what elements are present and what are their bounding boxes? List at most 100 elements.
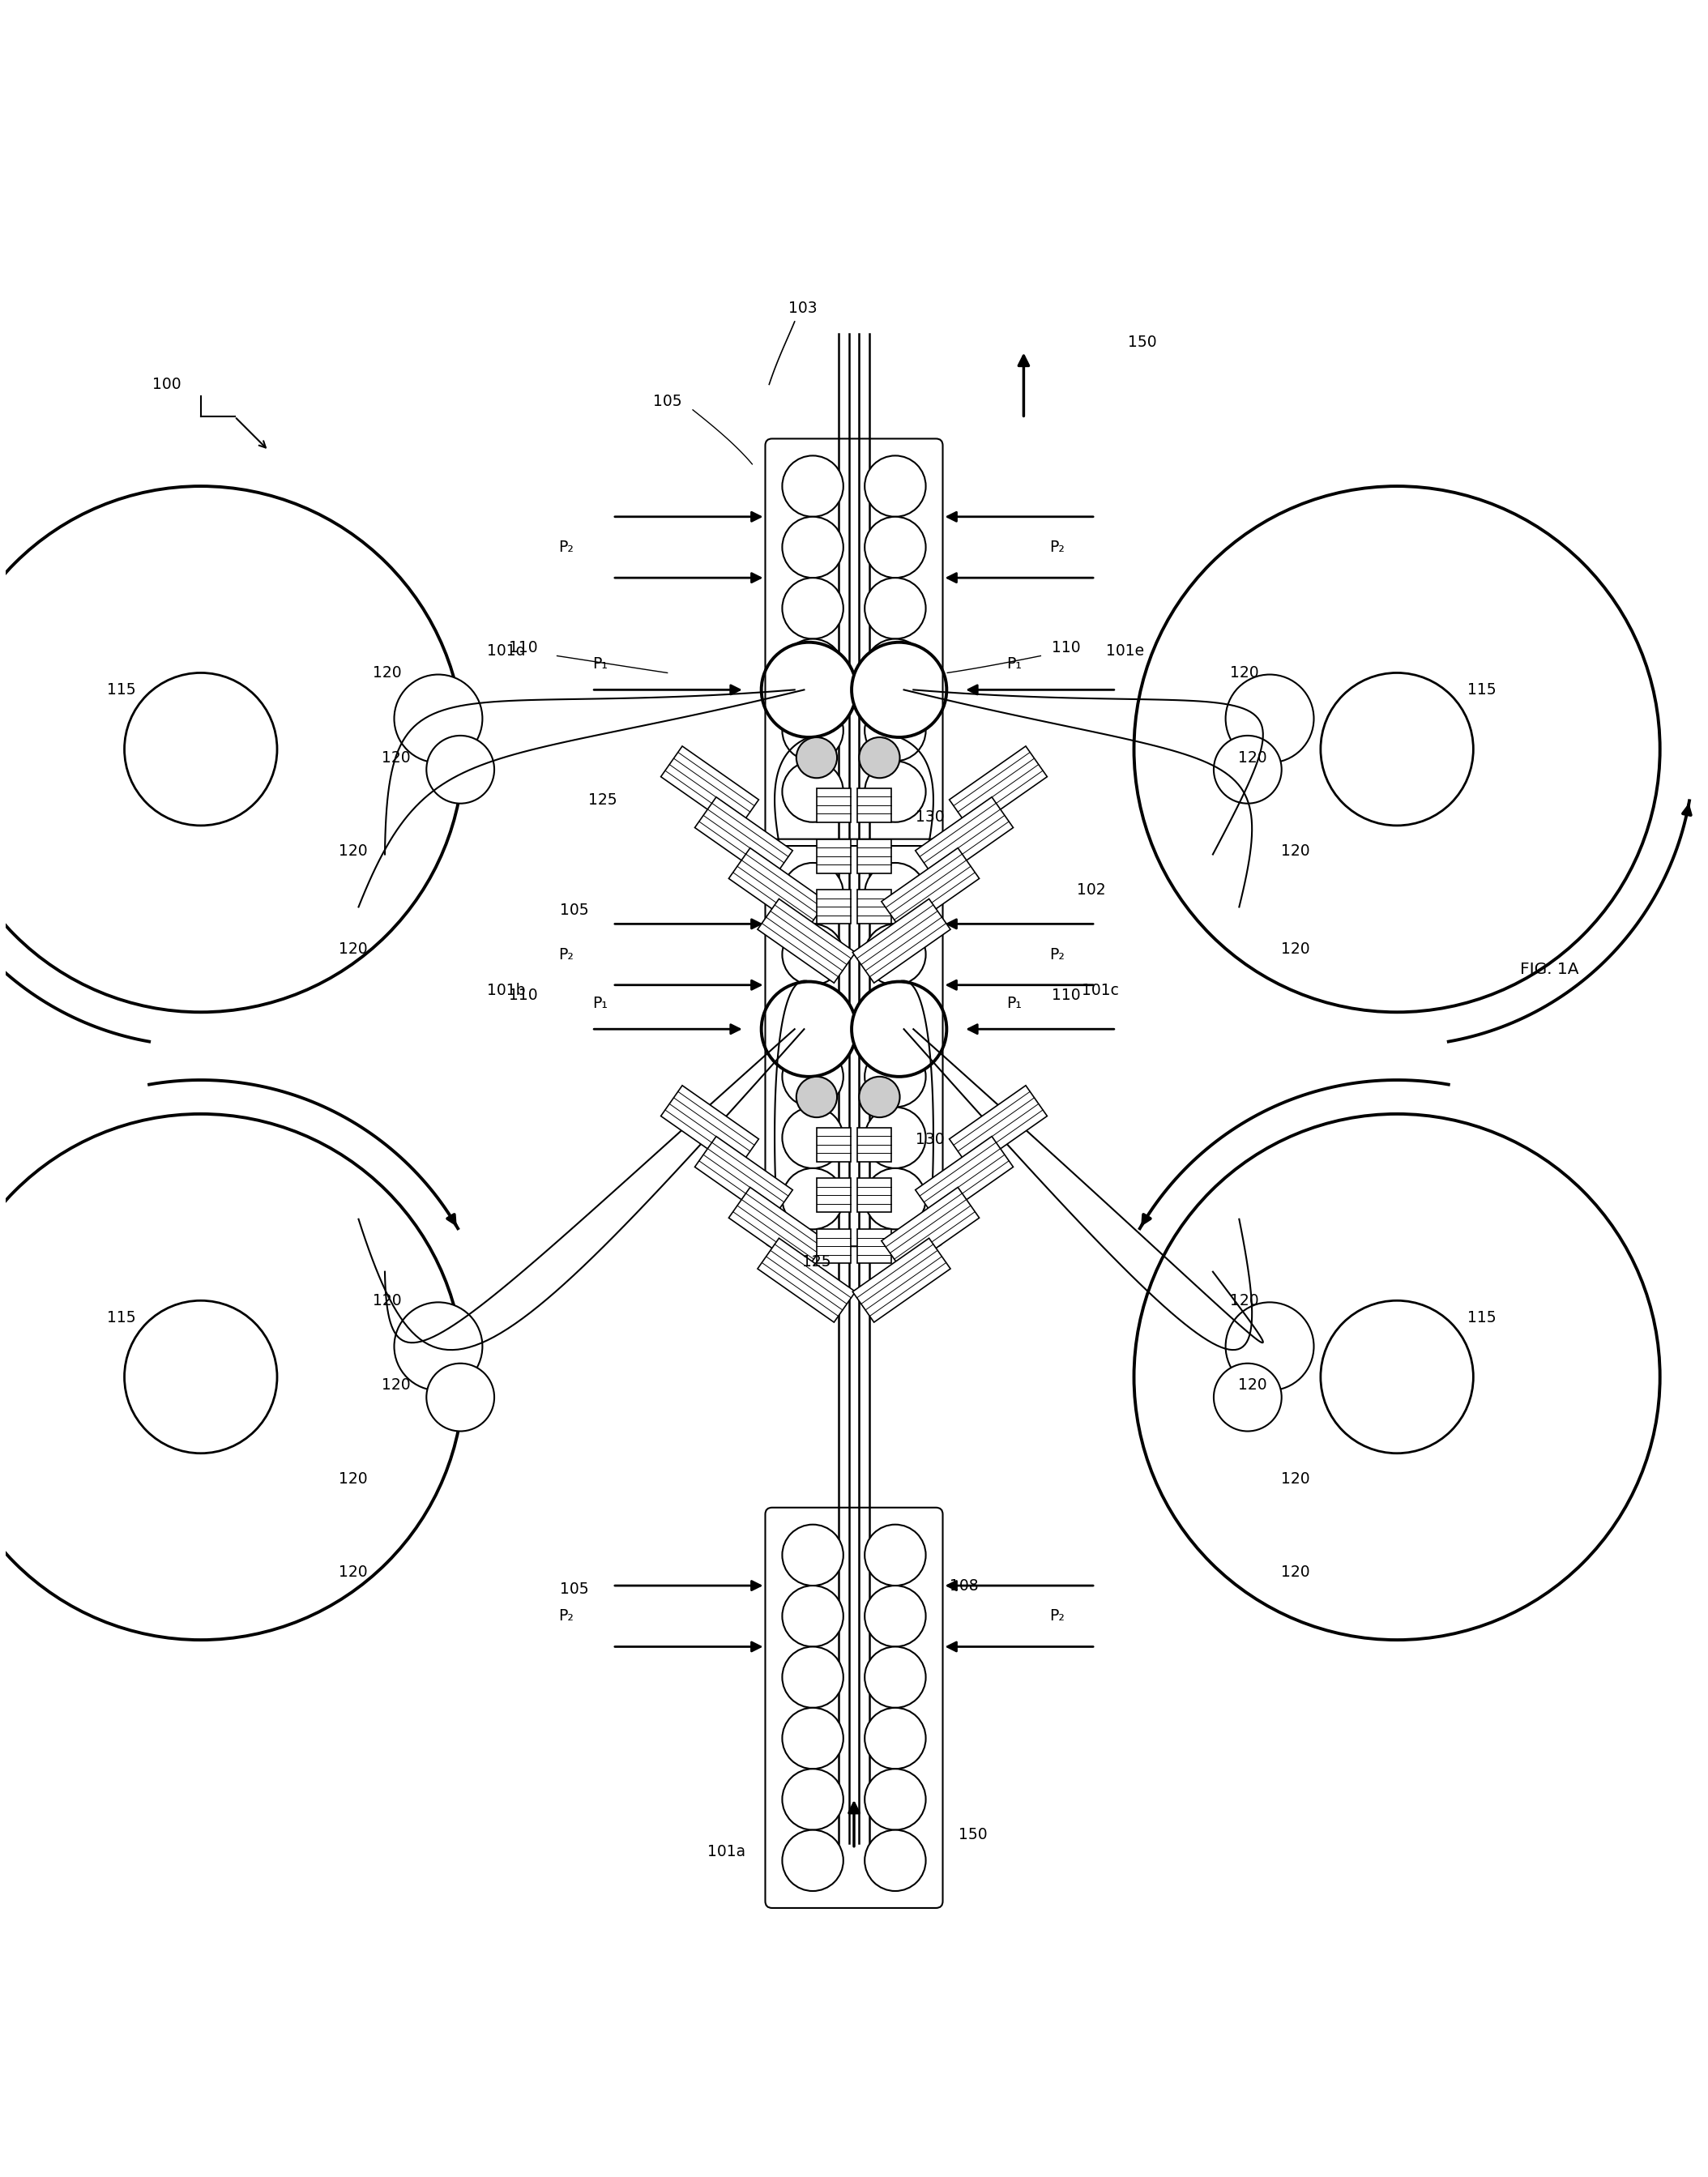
- Text: 120: 120: [372, 1293, 401, 1308]
- Bar: [857, 1128, 892, 1163]
- Text: 101c: 101c: [1081, 982, 1119, 997]
- Circle shape: [864, 1770, 926, 1831]
- Circle shape: [125, 673, 277, 825]
- Bar: [857, 788, 892, 823]
- Circle shape: [782, 1585, 844, 1646]
- Text: 115: 115: [106, 1311, 135, 1326]
- Circle shape: [864, 862, 926, 923]
- Bar: [729, 1186, 827, 1271]
- Text: 120: 120: [338, 1565, 367, 1581]
- Text: FIG. 1A: FIG. 1A: [1520, 962, 1578, 977]
- Bar: [758, 1239, 856, 1321]
- Bar: [816, 788, 851, 823]
- Text: 110: 110: [1052, 988, 1081, 1004]
- Text: P₂: P₂: [559, 540, 574, 555]
- Bar: [661, 1086, 758, 1169]
- Circle shape: [782, 1770, 844, 1831]
- Circle shape: [864, 638, 926, 701]
- Circle shape: [427, 1363, 494, 1430]
- Bar: [857, 890, 892, 923]
- Text: 120: 120: [372, 666, 401, 681]
- Circle shape: [852, 642, 946, 738]
- Circle shape: [782, 701, 844, 762]
- Bar: [950, 1086, 1047, 1169]
- Bar: [857, 1178, 892, 1213]
- Bar: [816, 1128, 851, 1163]
- Text: 120: 120: [1238, 749, 1267, 766]
- Circle shape: [125, 1300, 277, 1454]
- Bar: [915, 797, 1013, 882]
- Circle shape: [859, 1078, 900, 1117]
- Text: P₁: P₁: [593, 995, 608, 1012]
- Text: 120: 120: [1281, 1472, 1310, 1487]
- Text: 115: 115: [106, 681, 135, 697]
- Text: 125: 125: [589, 792, 617, 808]
- Bar: [852, 1239, 950, 1321]
- Circle shape: [782, 1707, 844, 1770]
- Text: 130: 130: [915, 810, 945, 825]
- Bar: [695, 797, 793, 882]
- Circle shape: [0, 1115, 465, 1639]
- Circle shape: [864, 455, 926, 516]
- Text: 100: 100: [152, 377, 181, 392]
- Circle shape: [864, 1169, 926, 1230]
- Text: 120: 120: [1281, 1565, 1310, 1581]
- Text: 101b: 101b: [487, 982, 526, 997]
- Text: 105: 105: [652, 394, 681, 409]
- Bar: [816, 1230, 851, 1263]
- Circle shape: [1134, 485, 1660, 1012]
- Text: 120: 120: [1281, 842, 1310, 858]
- Bar: [695, 1136, 793, 1221]
- Text: 115: 115: [1467, 1311, 1496, 1326]
- Text: 120: 120: [1230, 666, 1259, 681]
- Circle shape: [0, 485, 465, 1012]
- Circle shape: [1320, 673, 1474, 825]
- Text: 120: 120: [1238, 1378, 1267, 1393]
- Circle shape: [1214, 736, 1281, 803]
- Text: 115: 115: [1467, 681, 1496, 697]
- Circle shape: [864, 1108, 926, 1169]
- Bar: [816, 890, 851, 923]
- Circle shape: [762, 982, 856, 1078]
- Circle shape: [864, 1524, 926, 1585]
- Text: 102: 102: [1078, 882, 1107, 897]
- Text: P₂: P₂: [559, 1609, 574, 1624]
- Bar: [915, 1136, 1013, 1221]
- Bar: [857, 1230, 892, 1263]
- Text: P₂: P₂: [1049, 1609, 1064, 1624]
- Circle shape: [395, 1302, 482, 1391]
- Circle shape: [1226, 675, 1313, 762]
- Circle shape: [782, 1108, 844, 1169]
- Circle shape: [864, 1646, 926, 1707]
- Bar: [816, 838, 851, 873]
- Circle shape: [859, 738, 900, 777]
- Text: P₁: P₁: [1006, 657, 1021, 673]
- Text: P₂: P₂: [1049, 540, 1064, 555]
- Circle shape: [864, 701, 926, 762]
- Circle shape: [395, 675, 482, 762]
- Text: 150: 150: [1127, 335, 1156, 350]
- Circle shape: [427, 736, 494, 803]
- Text: 105: 105: [560, 1581, 589, 1596]
- Bar: [729, 849, 827, 932]
- Text: 101a: 101a: [707, 1844, 746, 1859]
- Text: 110: 110: [509, 988, 538, 1004]
- Circle shape: [1214, 1363, 1281, 1430]
- Bar: [661, 747, 758, 829]
- Circle shape: [782, 1169, 844, 1230]
- Circle shape: [852, 982, 946, 1078]
- Text: 120: 120: [338, 943, 367, 958]
- Bar: [816, 1178, 851, 1213]
- Text: 110: 110: [509, 640, 538, 655]
- Text: P₂: P₂: [559, 947, 574, 962]
- Circle shape: [762, 642, 856, 738]
- Text: 120: 120: [338, 842, 367, 858]
- Text: 103: 103: [789, 300, 818, 316]
- Circle shape: [782, 516, 844, 577]
- Bar: [852, 899, 950, 984]
- Circle shape: [864, 984, 926, 1047]
- Circle shape: [864, 577, 926, 638]
- Bar: [881, 849, 979, 932]
- Bar: [758, 899, 856, 984]
- Circle shape: [782, 923, 844, 984]
